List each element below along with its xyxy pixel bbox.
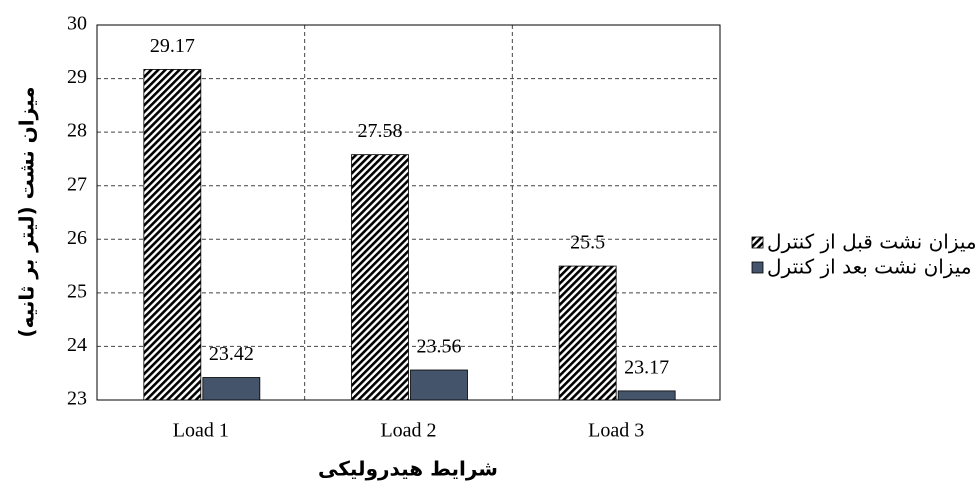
- bar: [617, 390, 676, 401]
- data-label: 23.42: [209, 343, 254, 365]
- data-label: 23.17: [624, 356, 669, 378]
- legend-label: میزان نشت بعد از کنترل: [767, 255, 972, 279]
- legend-label: میزان نشت قبل از کنترل: [767, 230, 976, 254]
- x-tick-label: Load 2: [380, 420, 436, 442]
- y-tick-label: 25: [67, 280, 87, 302]
- y-tick-label: 27: [67, 173, 87, 195]
- legend-marker: [751, 236, 764, 249]
- bar: [143, 69, 202, 401]
- y-tick-label: 24: [67, 334, 87, 356]
- y-tick-label: 29: [67, 66, 87, 88]
- data-label: 29.17: [150, 35, 195, 57]
- y-tick-label: 23: [67, 388, 87, 410]
- bar: [558, 265, 617, 401]
- bar: [410, 369, 468, 401]
- bar: [202, 377, 261, 401]
- x-axis-title: شرایط هیدرولیکی: [318, 457, 498, 481]
- y-axis-title: میزان نشت (لیتر بر ثانیه): [15, 86, 39, 337]
- x-tick-label: Load 1: [173, 420, 229, 442]
- data-label: 25.5: [570, 232, 605, 254]
- legend-marker: [751, 261, 764, 274]
- y-tick-label: 26: [67, 227, 87, 249]
- bar: [351, 154, 409, 401]
- x-tick-label: Load 3: [588, 420, 644, 442]
- y-tick-label: 28: [67, 120, 87, 142]
- data-label: 23.56: [417, 336, 462, 358]
- y-tick-label: 30: [67, 13, 87, 35]
- data-label: 27.58: [358, 120, 403, 142]
